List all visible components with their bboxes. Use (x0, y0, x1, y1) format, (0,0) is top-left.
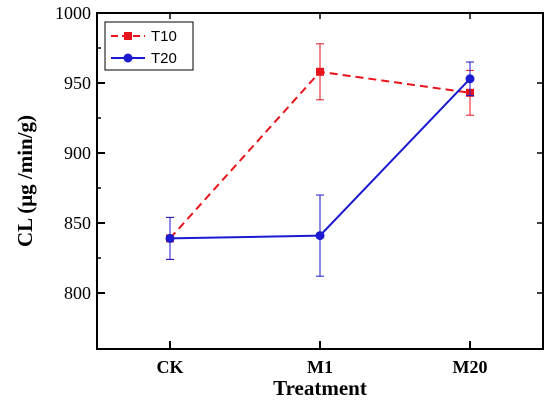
x-tick-label: CK (157, 357, 184, 377)
legend-label: T20 (151, 50, 177, 67)
x-axis-title: Treatment (273, 376, 367, 400)
axes: 800 850 900 950 1000 CK M1 M20 (55, 3, 543, 377)
y-tick-label: 800 (64, 283, 91, 303)
x-tick-label: M20 (453, 357, 488, 377)
legend-marker (123, 53, 133, 63)
data-point (316, 67, 324, 76)
x-tick-label: M1 (307, 357, 333, 377)
legend-marker (124, 32, 132, 40)
y-tick-label: 950 (64, 73, 91, 93)
y-tick-label: 900 (64, 143, 91, 163)
data-point (315, 231, 325, 241)
legend-box (104, 21, 194, 71)
series-T20 (165, 61, 475, 277)
y-axis-title: CL (μg /min/g) (13, 115, 37, 247)
plot-area (165, 43, 475, 277)
legend-label: T10 (151, 28, 177, 45)
data-point (165, 233, 175, 243)
data-point (465, 74, 475, 84)
y-tick-label: 1000 (55, 3, 91, 23)
y-tick-label: 850 (64, 213, 91, 233)
